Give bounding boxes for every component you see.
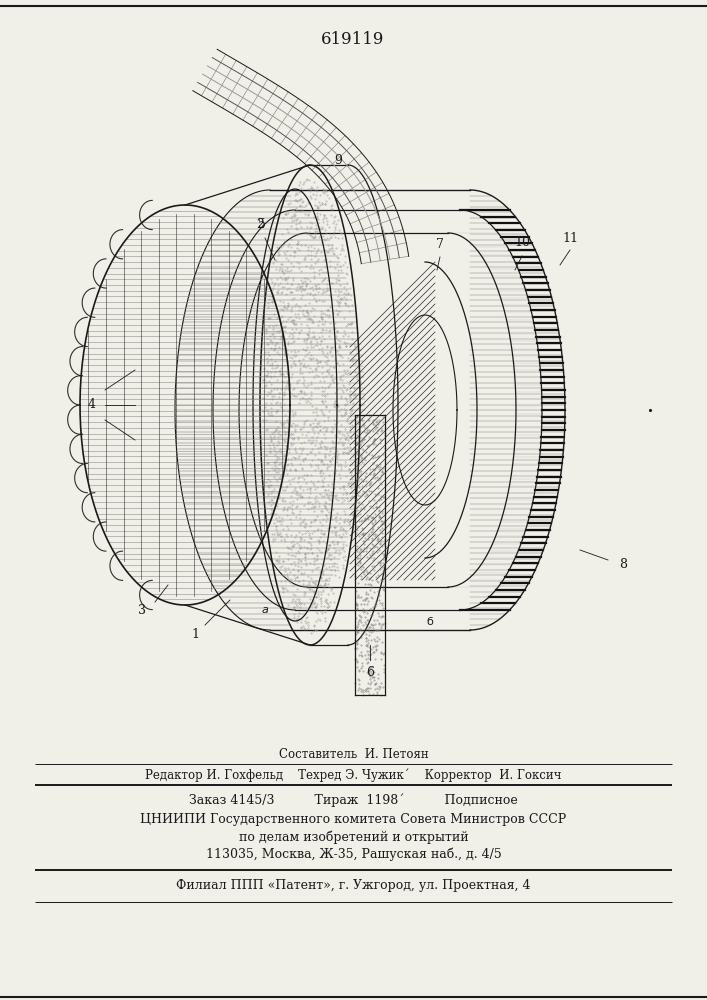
- Text: 10: 10: [514, 236, 530, 249]
- Text: 3: 3: [138, 603, 146, 616]
- Text: 5: 5: [258, 219, 266, 232]
- Text: 11: 11: [562, 232, 578, 244]
- Text: 6: 6: [366, 666, 374, 678]
- Text: Филиал ППП «Патент», г. Ужгород, ул. Проектная, 4: Филиал ППП «Патент», г. Ужгород, ул. Про…: [176, 879, 531, 892]
- Text: по делам изобретений и открытий: по делам изобретений и открытий: [239, 830, 468, 844]
- Text: 4: 4: [88, 398, 96, 412]
- Text: 8: 8: [619, 558, 627, 572]
- Text: 619119: 619119: [321, 31, 385, 48]
- Text: 113035, Москва, Ж-35, Рашуская наб., д. 4/5: 113035, Москва, Ж-35, Рашуская наб., д. …: [206, 847, 501, 861]
- Text: а: а: [262, 605, 269, 615]
- Text: 7: 7: [436, 238, 444, 251]
- Text: 9: 9: [334, 153, 342, 166]
- Text: ЦНИИПИ Государственного комитета Совета Министров СССР: ЦНИИПИ Государственного комитета Совета …: [141, 812, 566, 826]
- Text: Редактор И. Гохфельд    Техред Э. Чужик´    Корректор  И. Гоксич: Редактор И. Гохфельд Техред Э. Чужик´ Ко…: [145, 768, 562, 782]
- Text: Составитель  И. Петоян: Составитель И. Петоян: [279, 748, 428, 762]
- Text: 1: 1: [191, 629, 199, 642]
- Text: 2: 2: [256, 219, 264, 232]
- Text: б: б: [426, 617, 433, 627]
- Text: Заказ 4145/3          Тираж  1198´          Подписное: Заказ 4145/3 Тираж 1198´ Подписное: [189, 793, 518, 807]
